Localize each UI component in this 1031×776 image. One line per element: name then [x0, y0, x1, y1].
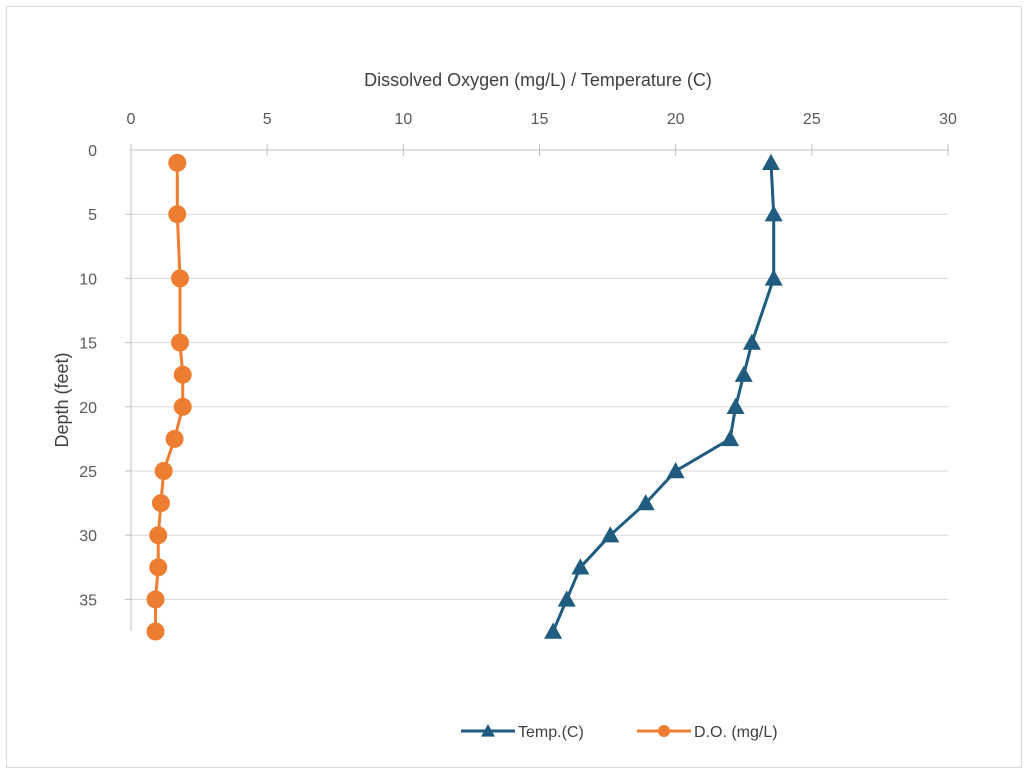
data-point-circle	[154, 462, 173, 480]
data-point-triangle	[571, 558, 590, 575]
data-point-circle	[171, 333, 190, 352]
y-tick-label: 20	[79, 400, 97, 417]
x-tick-label: 20	[667, 111, 685, 128]
data-point-circle	[171, 269, 190, 288]
x-axis-title: Dissolved Oxygen (mg/L) / Temperature (C…	[364, 70, 712, 90]
data-point-triangle	[764, 269, 783, 286]
x-tick-label: 25	[803, 111, 821, 128]
gridlines	[131, 213, 948, 600]
data-point-circle	[146, 590, 165, 609]
data-point-triangle	[636, 494, 655, 511]
y-tick-label: 15	[79, 336, 97, 353]
data-point-circle	[168, 153, 187, 172]
x-tick-label: 0	[127, 111, 136, 128]
series-temp-c	[544, 153, 783, 639]
data-point-circle	[173, 365, 192, 384]
y-tick-label: 5	[88, 207, 97, 224]
data-point-triangle	[734, 365, 753, 382]
y-axis-title: Depth (feet)	[52, 352, 72, 447]
legend-item-d-o-mg-l: D.O. (mg/L)	[637, 724, 778, 741]
y-tick-label: 30	[79, 528, 97, 545]
series-line-temp-c	[551, 162, 776, 633]
data-point-circle	[149, 526, 168, 545]
data-point-circle	[165, 429, 184, 448]
x-tick-label: 30	[939, 111, 957, 128]
data-point-circle	[146, 622, 165, 641]
y-tick-label: 35	[79, 592, 97, 609]
data-point-triangle	[726, 397, 745, 414]
legend-label: D.O. (mg/L)	[694, 724, 778, 741]
data-point-circle	[173, 397, 192, 416]
data-point-triangle	[764, 205, 783, 222]
legend: Temp.(C) D.O. (mg/L)	[461, 724, 778, 741]
x-tick-label: 15	[531, 111, 549, 128]
data-point-triangle	[721, 429, 740, 447]
legend-item-temp-c: Temp.(C)	[461, 724, 584, 741]
data-point-circle	[151, 494, 170, 513]
data-point-triangle	[761, 153, 780, 171]
legend-marker-triangle	[481, 724, 495, 737]
legend-label: Temp.(C)	[518, 724, 584, 741]
data-point-circle	[149, 558, 168, 577]
series-group	[146, 153, 783, 641]
chart-frame	[6, 6, 1022, 768]
data-point-triangle	[601, 526, 620, 543]
y-tick-label: 0	[88, 143, 97, 160]
legend-marker-circle	[658, 725, 670, 737]
axes: 0 5 10 15 20 25 30 35 0 5 10 15 20 25 30	[79, 111, 957, 631]
y-tick-label: 10	[79, 271, 97, 288]
series-d-o-mg-l	[146, 153, 192, 641]
data-point-triangle	[557, 590, 576, 607]
data-point-triangle	[742, 333, 761, 350]
data-point-triangle	[544, 622, 563, 639]
y-tick-label: 25	[79, 464, 97, 481]
x-tick-label: 5	[263, 111, 272, 128]
data-point-triangle	[666, 462, 685, 479]
x-tick-label: 10	[394, 111, 412, 128]
data-point-circle	[168, 205, 187, 224]
